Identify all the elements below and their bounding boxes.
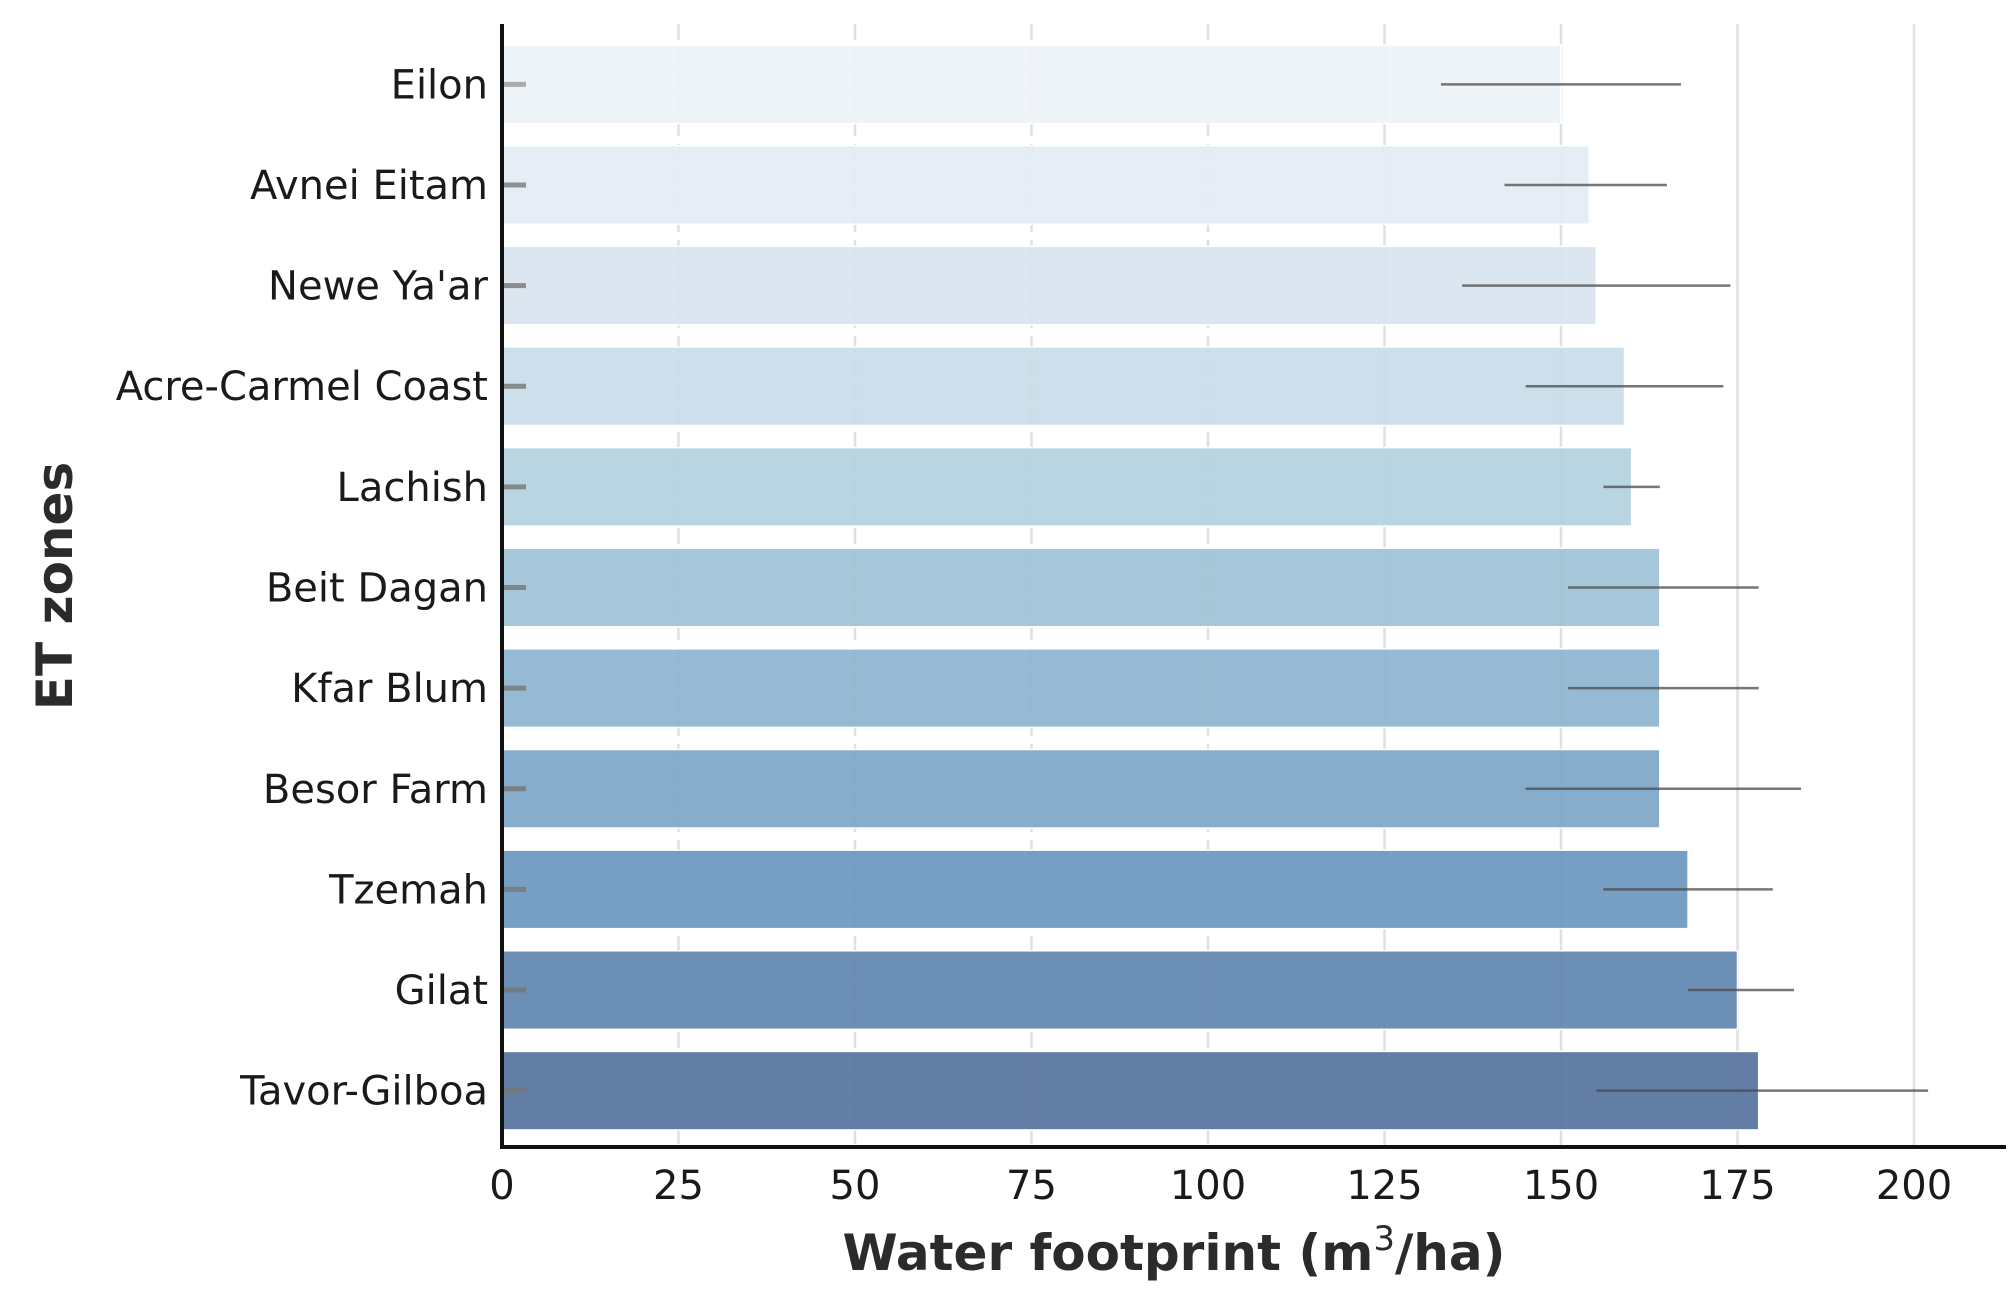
x-tick-label: 0: [489, 1163, 514, 1209]
bar-tavor-gilboa: [501, 1050, 1760, 1131]
y-tick-label: Acre-Carmel Coast: [116, 364, 488, 410]
bar-lachish: [501, 446, 1633, 527]
bar-acre-carmel-coast: [501, 346, 1626, 427]
x-tick-label: 25: [653, 1163, 704, 1209]
x-tick-label: 125: [1346, 1163, 1422, 1209]
y-tick-label: Tavor-Gilboa: [239, 1069, 488, 1115]
bar-beit-dagan: [501, 547, 1661, 628]
x-tick-label: 150: [1523, 1163, 1599, 1209]
axes: [500, 24, 2006, 1149]
y-tick-label: Newe Ya'ar: [268, 264, 489, 310]
bar-eilon: [501, 44, 1562, 125]
y-tick-label: Lachish: [337, 465, 488, 511]
y-axis-title: ET zones: [26, 462, 84, 710]
y-tick-label: Gilat: [395, 968, 488, 1014]
x-tick-label: 175: [1699, 1163, 1775, 1209]
y-tick-label: Beit Dagan: [266, 566, 488, 612]
bar-newe-ya-ar: [501, 245, 1598, 326]
error-bars: [1440, 83, 1929, 1092]
x-tick-label: 50: [830, 1163, 881, 1209]
x-ticks: 0 25 50 75 100 125 150 175 200: [489, 1163, 1952, 1209]
y-tick-label: Kfar Blum: [291, 666, 488, 712]
x-tick-label: 100: [1170, 1163, 1246, 1209]
bar-avnei-eitam: [501, 144, 1590, 225]
bars: [501, 44, 1760, 1131]
bar-kfar-blum: [501, 648, 1661, 729]
y-tick-label: Avnei Eitam: [250, 163, 488, 209]
x-tick-label: 75: [1006, 1163, 1057, 1209]
y-tick-label: Tzemah: [328, 867, 488, 913]
x-tick-label: 200: [1876, 1163, 1952, 1209]
y-tick-label: Eilon: [391, 62, 488, 108]
bar-gilat: [501, 950, 1739, 1031]
y-tick-label: Besor Farm: [263, 767, 488, 813]
bar-tzemah: [501, 849, 1689, 930]
y-ticks: Eilon Avnei Eitam Newe Ya'ar Acre-Carmel Co…: [116, 62, 526, 1115]
bar-besor-farm: [501, 748, 1661, 829]
x-axis-title: Water footprint (m3/ha): [843, 1219, 1506, 1282]
